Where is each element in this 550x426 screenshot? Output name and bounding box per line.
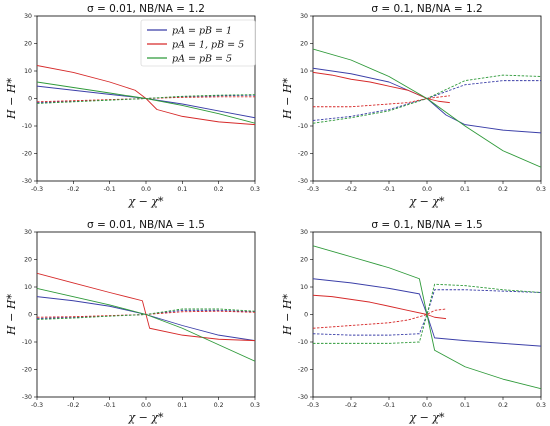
y-tick-label: -20 bbox=[298, 151, 308, 158]
x-tick-label: -0.3 bbox=[31, 186, 43, 193]
y-axis-label: H − H* bbox=[281, 78, 294, 120]
x-tick-label: -0.3 bbox=[31, 402, 43, 409]
y-tick-label: -30 bbox=[22, 178, 32, 185]
y-tick-label: 10 bbox=[24, 68, 32, 75]
x-tick-label: -0.1 bbox=[383, 186, 395, 193]
legend-box bbox=[140, 19, 256, 67]
x-tick-label: -0.2 bbox=[345, 402, 357, 409]
y-tick-label: -10 bbox=[298, 123, 308, 130]
chart-title: σ = 0.1, NB/NA = 1.5 bbox=[371, 219, 482, 231]
series-group bbox=[37, 272, 255, 362]
series-line-dashed-6 bbox=[313, 74, 541, 124]
y-tick-label: -20 bbox=[22, 367, 32, 374]
series-line-dashed-5 bbox=[313, 95, 450, 108]
x-tick-label: 0.0 bbox=[141, 402, 151, 409]
x-axis-label: χ − χ* bbox=[127, 195, 164, 208]
chart-title: σ = 0.01, NB/NA = 1.2 bbox=[87, 3, 205, 15]
x-tick-label: 0.1 bbox=[177, 186, 187, 193]
x-tick-label: -0.3 bbox=[307, 186, 319, 193]
y-tick-label: 0 bbox=[28, 312, 32, 319]
x-tick-label: 0.2 bbox=[498, 186, 508, 193]
y-tick-label: -30 bbox=[298, 178, 308, 185]
series-group bbox=[313, 48, 541, 168]
x-axis-label: χ − χ* bbox=[408, 411, 445, 424]
x-tick-label: 0.0 bbox=[422, 402, 432, 409]
legend-label: pA = pB = 5 bbox=[172, 54, 232, 65]
legend-label: pA = 1, pB = 5 bbox=[172, 40, 244, 51]
x-tick-label: 0.2 bbox=[214, 186, 224, 193]
y-tick-label: 10 bbox=[300, 284, 308, 291]
series-line-solid-2 bbox=[313, 294, 447, 320]
x-tick-label: -0.2 bbox=[67, 186, 79, 193]
x-tick-label: 0.3 bbox=[250, 402, 260, 409]
y-tick-label: -10 bbox=[22, 123, 32, 130]
series-line-dashed-6 bbox=[37, 94, 255, 104]
x-tick-label: -0.1 bbox=[383, 402, 395, 409]
y-tick-label: 10 bbox=[24, 284, 32, 291]
x-tick-label: 0.0 bbox=[141, 186, 151, 193]
series-line-dashed-4 bbox=[313, 289, 541, 336]
x-tick-label: 0.0 bbox=[422, 186, 432, 193]
y-axis-label: H − H* bbox=[5, 294, 18, 336]
legend: pA = pB = 1 pA = 1, pB = 5 pA = pB = 5 bbox=[140, 19, 256, 67]
chart-title: σ = 0.01, NB/NA = 1.5 bbox=[87, 219, 205, 231]
x-tick-label: 0.1 bbox=[177, 402, 187, 409]
series-line-dashed-5 bbox=[313, 308, 447, 329]
series-line-dashed-6 bbox=[37, 308, 255, 320]
x-tick-label: -0.3 bbox=[307, 402, 319, 409]
y-tick-label: 20 bbox=[24, 41, 32, 48]
y-tick-label: 0 bbox=[304, 312, 308, 319]
chart-title: σ = 0.1, NB/NA = 1.2 bbox=[371, 3, 482, 15]
series-group bbox=[37, 65, 255, 126]
y-tick-label: -30 bbox=[22, 394, 32, 401]
x-tick-label: -0.2 bbox=[67, 402, 79, 409]
y-tick-label: -20 bbox=[22, 151, 32, 158]
series-line-solid-3 bbox=[313, 245, 541, 390]
x-tick-label: 0.2 bbox=[214, 402, 224, 409]
y-tick-label: 20 bbox=[300, 41, 308, 48]
y-tick-label: 10 bbox=[300, 68, 308, 75]
x-axis-label: χ − χ* bbox=[408, 195, 445, 208]
y-tick-label: 30 bbox=[300, 13, 308, 20]
y-axis-label: H − H* bbox=[5, 78, 18, 120]
series-line-solid-2 bbox=[313, 71, 450, 104]
y-tick-label: -20 bbox=[298, 367, 308, 374]
y-tick-label: 20 bbox=[300, 257, 308, 264]
panel-3: -30 -20 -10 0 10 20 30 -0.3 -0.2 -0.1 0.0 0.1 0.2 0.3… bbox=[5, 219, 260, 424]
y-tick-label: -10 bbox=[298, 339, 308, 346]
x-tick-label: -0.2 bbox=[345, 186, 357, 193]
y-tick-label: 0 bbox=[304, 96, 308, 103]
panel-2: -30 -20 -10 0 10 20 30 -0.3 -0.2 -0.1 0.0 0.1 0.2 0.3… bbox=[281, 3, 546, 208]
series-line-dashed-6 bbox=[313, 283, 541, 344]
x-tick-label: 0.3 bbox=[536, 402, 546, 409]
y-tick-label: 30 bbox=[24, 13, 32, 20]
panel-4: -30 -20 -10 0 10 20 30 -0.3 -0.2 -0.1 0.0 0.1 0.2 0.3… bbox=[281, 219, 546, 424]
x-tick-label: -0.1 bbox=[104, 186, 116, 193]
y-tick-label: 30 bbox=[24, 229, 32, 236]
series-group bbox=[313, 245, 541, 390]
x-axis-label: χ − χ* bbox=[127, 411, 164, 424]
y-tick-label: 20 bbox=[24, 257, 32, 264]
y-tick-label: 0 bbox=[28, 96, 32, 103]
x-tick-label: 0.3 bbox=[250, 186, 260, 193]
legend-label: pA = pB = 1 bbox=[172, 26, 232, 37]
y-tick-label: -10 bbox=[22, 339, 32, 346]
x-tick-label: -0.1 bbox=[104, 402, 116, 409]
y-axis-label: H − H* bbox=[281, 294, 294, 336]
series-line-solid-1 bbox=[313, 67, 541, 134]
x-tick-label: 0.1 bbox=[460, 186, 470, 193]
x-tick-label: 0.1 bbox=[460, 402, 470, 409]
y-tick-label: -30 bbox=[298, 394, 308, 401]
x-tick-label: 0.2 bbox=[498, 402, 508, 409]
y-tick-label: 30 bbox=[300, 229, 308, 236]
x-tick-label: 0.3 bbox=[536, 186, 546, 193]
